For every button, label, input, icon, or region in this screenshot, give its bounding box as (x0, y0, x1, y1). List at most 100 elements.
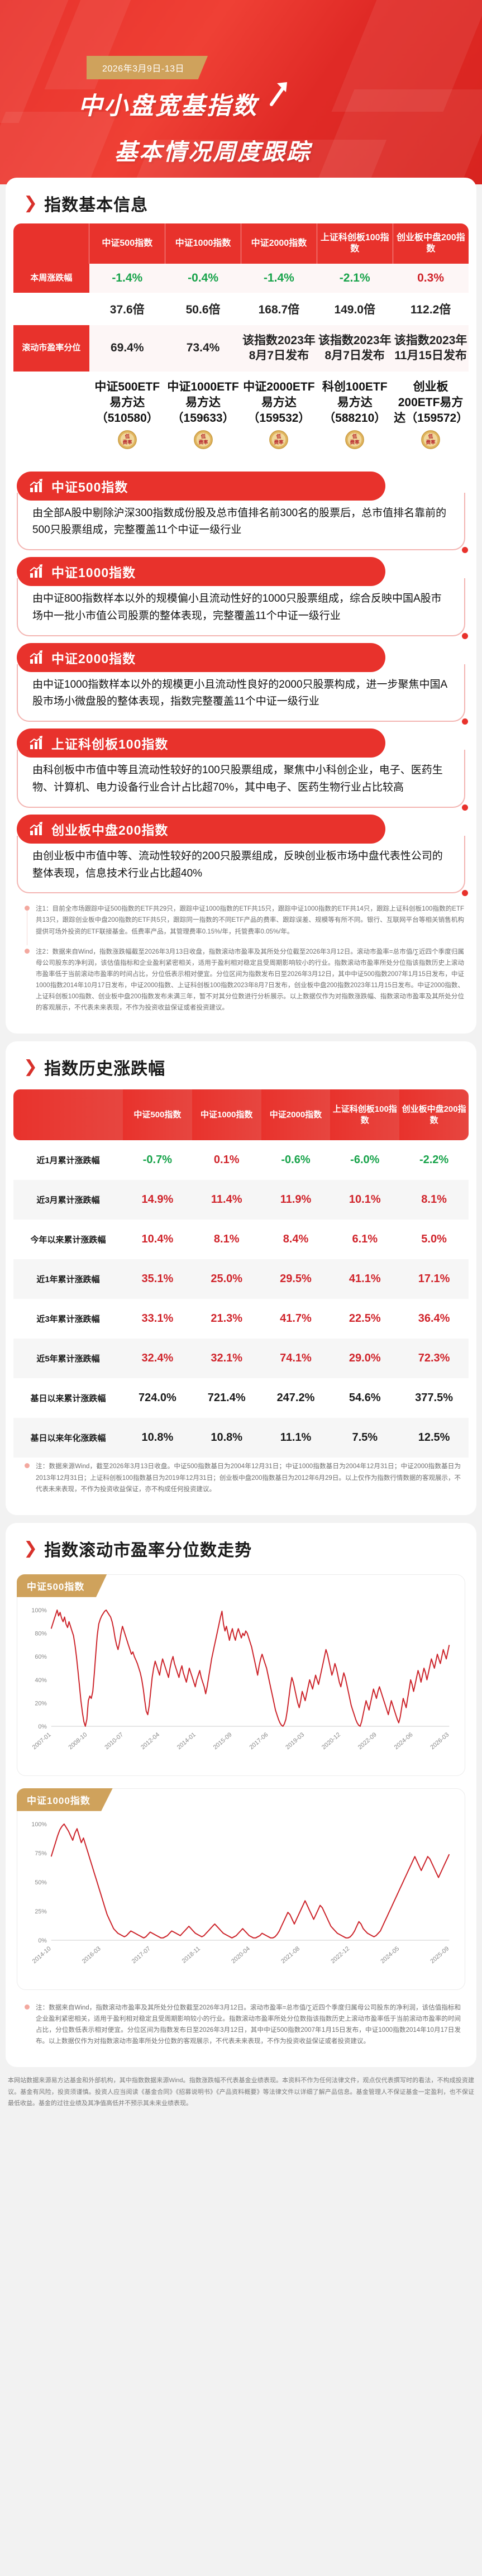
history-col-0: 中证500指数 (123, 1089, 192, 1141)
svg-text:费率: 费率 (198, 439, 208, 445)
svg-text:2020-04: 2020-04 (230, 1945, 251, 1965)
history-header-row: 中证500指数 中证1000指数 中证2000指数 上证科创板100指数 创业板… (13, 1089, 469, 1141)
table-cell: 74.1% (261, 1339, 331, 1379)
svg-text:2020-12: 2020-12 (321, 1731, 342, 1751)
svg-text:低: 低 (428, 433, 433, 439)
table-cell: 8.1% (213, 1233, 240, 1246)
table-cell: 377.5% (415, 1392, 454, 1404)
index-description-block: 中证2000指数 由中证1000指数样本以外的规模更小且流动性良好的2000只股票… (17, 642, 468, 725)
table-cell: 168.7倍 (241, 293, 317, 325)
chevron-right-icon: ❯ (23, 1539, 38, 1558)
index-block-desc: 由创业板中市值中等、流动性较好的200只股票组成，反映创业板市场中盘代表性公司的… (17, 835, 468, 896)
row-label: 近1年累计涨跌幅 (13, 1259, 123, 1299)
table-cell: -0.6% (281, 1154, 311, 1166)
table-row: 基日以来累计涨跌幅 724.0% 721.4% 247.2% 54.6% 377.5% (13, 1378, 469, 1418)
chart-plot-area: 0% 20% 40% 60% 80% 100% 2007-01 2008-10 2010-07 2… (17, 1598, 465, 1769)
row-label: 跟踪该指数的ETF (13, 371, 89, 465)
table-cell: 37.6倍 (89, 293, 165, 325)
line-chart: 0% 20% 40% 60% 80% 100% 2007-01 2008-10 2010-07 2… (31, 1607, 450, 1751)
index-block-name: 中证1000指数 (51, 565, 136, 580)
table-cell: 5.0% (421, 1233, 447, 1246)
table-cell: -2.1% (317, 264, 393, 293)
svg-text:0%: 0% (38, 1937, 47, 1944)
row-label: 今年以来累计涨跌幅 (30, 1235, 106, 1245)
global-disclaimer: 本网站数据来源易方达基金和外部机构，其中指数数据来源Wind。指数涨跌幅不代表基… (8, 2077, 474, 2107)
table-cell: 10.4% (141, 1233, 174, 1246)
table-row: 近1月累计涨跌幅 -0.7% 0.1% -0.6% -6.0% -2.2% (13, 1140, 469, 1180)
note-2: 注2：数据来自Wind，指数涨跌幅截至2026年3月13日收盘，指数滚动市盈率及… (23, 946, 464, 1014)
table-cell: 33.1% (141, 1312, 174, 1325)
chart-plot-area: 0% 25% 50% 75% 100% 2014-10 2016-03 2017-07 2018… (17, 1812, 465, 1983)
index-block-desc: 由全部A股中剔除沪深300指数成份股及总市值排名前300名的股票后，总市值排名靠… (17, 492, 468, 553)
svg-text:50%: 50% (35, 1879, 47, 1886)
table-cell: 中证1000ETF易方达（159633） 低费率 (165, 371, 241, 465)
table-cell: 14.9% (123, 1180, 192, 1220)
svg-text:2017-06: 2017-06 (249, 1731, 270, 1751)
etf-name: 科创100ETF易方达（588210） (322, 380, 388, 425)
index-block-name: 创业板中盘200指数 (51, 822, 169, 837)
svg-text:低: 低 (200, 433, 206, 439)
index-block-header: 创业板中盘200指数 (17, 814, 385, 844)
table-cell: 724.0% (138, 1392, 176, 1404)
svg-text:低: 低 (276, 433, 281, 439)
note-1: 注1：目前全市场跟踪中证500指数的ETF共29只，跟踪中证1000指数的ETF… (23, 903, 464, 946)
svg-text:2008-10: 2008-10 (68, 1731, 89, 1751)
table-cell: -1.4% (89, 264, 165, 293)
history-col-3: 上证科创板100指数 (330, 1089, 400, 1141)
index-block-desc: 由科创板中市值中等且流动性较好的100只股票组成，聚焦中小科创企业，电子、医药生… (17, 750, 468, 811)
section3-notes: 注：数据来自Wind，指数滚动市盈率及其所处分位数截至2026年3月12日。滚动… (23, 2002, 461, 2048)
svg-text:2007-01: 2007-01 (31, 1731, 53, 1751)
table-cell: 11.9% (261, 1180, 331, 1220)
svg-text:2018-11: 2018-11 (181, 1945, 202, 1965)
table-cell: 73.4% (165, 325, 241, 372)
table-cell: 10.1% (330, 1180, 400, 1220)
table-cell: 12.5% (399, 1418, 469, 1458)
table-cell: 50.6倍 (165, 293, 241, 325)
line-chart: 0% 25% 50% 75% 100% 2014-10 2016-03 2017-07 2018… (31, 1821, 450, 1965)
chevron-right-icon: ❯ (23, 194, 38, 212)
svg-text:100%: 100% (31, 1607, 47, 1614)
index-block-desc: 由中证800指数样本以外的规模偏小且流动性好的1000只股票组成，综合反映中国A… (17, 578, 468, 639)
table-cell: -1.4% (241, 264, 317, 293)
svg-text:2025-09: 2025-09 (429, 1945, 450, 1965)
svg-text:20%: 20% (35, 1700, 47, 1707)
svg-text:费率: 费率 (122, 439, 132, 445)
history-note: 注：数据来源Wind，截至2026年3月13日收盘。中证500指数基日为2004… (23, 1461, 461, 1494)
arrow-up-icon (270, 82, 287, 106)
index-history-table: 中证500指数 中证1000指数 中证2000指数 上证科创板100指数 创业板… (13, 1089, 469, 1458)
svg-text:75%: 75% (35, 1850, 47, 1857)
svg-text:2014-10: 2014-10 (31, 1945, 53, 1965)
index-block-header: 上证科创板100指数 (17, 728, 385, 758)
table-cell: 41.7% (280, 1312, 312, 1325)
svg-text:费率: 费率 (350, 439, 360, 445)
chevron-right-icon: ❯ (23, 1058, 38, 1077)
history-corner-cell (13, 1089, 123, 1141)
table-cell: 7.5% (330, 1418, 400, 1458)
low-fee-seal-icon: 低费率 (117, 430, 137, 449)
svg-text:2026-03: 2026-03 (429, 1731, 450, 1751)
section2-title: 指数历史涨跌幅 (44, 1060, 166, 1079)
svg-text:费率: 费率 (426, 439, 436, 445)
table-cell: 8.1% (399, 1180, 469, 1220)
pe-percentile-chart-card: 中证500指数 0% 20% 40% 60% 80% 100% 2007-01 2008-10 2… (17, 1574, 465, 1776)
svg-text:2012-04: 2012-04 (140, 1731, 161, 1751)
table-cell: 72.3% (399, 1339, 469, 1379)
section1-header: ❯ 指数基本信息 (13, 188, 469, 223)
table-cell: 29.5% (261, 1259, 331, 1299)
table-cell: 6.1% (352, 1233, 378, 1246)
etf-name: 中证2000ETF易方达（159532） (243, 380, 315, 425)
svg-text:2010-07: 2010-07 (103, 1731, 125, 1751)
index-description-block: 中证1000指数 由中证800指数样本以外的规模偏小且流动性好的1000只股票组成… (17, 557, 468, 639)
svg-text:低: 低 (352, 433, 357, 439)
index-description-block: 中证500指数 由全部A股中剔除沪深300指数成份股及总市值排名前300名的股票后… (17, 471, 468, 553)
row-label: 本周涨跌幅 (13, 264, 89, 293)
table-cell: 32.1% (192, 1339, 261, 1379)
table-row: 近1年累计涨跌幅 35.1% 25.0% 29.5% 41.1% 17.1% (13, 1259, 469, 1299)
decor-band-5 (0, 112, 118, 184)
svg-text:100%: 100% (31, 1821, 47, 1828)
hero-banner: 2026年3月9日-13日 中小盘宽基指数 基本情况周度跟踪 (0, 0, 482, 184)
table-cell: 0.1% (213, 1154, 240, 1166)
bar-chart-icon (30, 564, 42, 578)
index-block-header: 中证500指数 (17, 471, 385, 501)
section2-notes: 注：数据来源Wind，截至2026年3月13日收盘。中证500指数基日为2004… (23, 1461, 461, 1494)
